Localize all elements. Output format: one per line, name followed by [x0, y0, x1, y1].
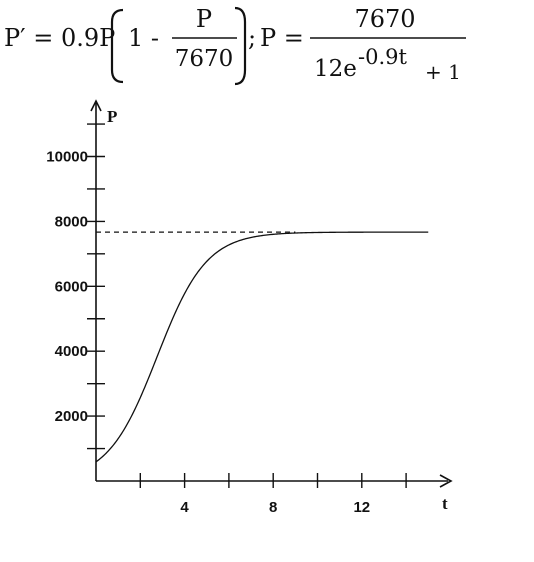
y-axis-label: P [107, 107, 117, 126]
fraction-numerator: P [196, 5, 212, 33]
one-minus: 1 - [128, 24, 159, 52]
x-axis-label: t [442, 494, 448, 513]
rhs-denominator-base: 12e [314, 56, 357, 82]
equation: P′ = 0.9P 1 - P 7670 ; P = 7670 12e -0.9… [4, 5, 466, 86]
semicolon: ; [248, 24, 256, 52]
ticks [87, 123, 407, 488]
rhs-denominator-exponent: -0.9t [358, 45, 407, 69]
y-tick-label: 2000 [55, 408, 88, 425]
x-tick-label: 4 [180, 499, 189, 516]
x-tick-label: 12 [353, 499, 370, 516]
right-paren [234, 6, 247, 86]
left-paren [110, 8, 124, 84]
axes [90, 99, 453, 488]
y-tick-label: 8000 [55, 213, 88, 230]
x-axis-arrow [439, 474, 453, 488]
y-axis-arrow [90, 99, 102, 112]
tick-labels: 2000 4000 6000 8000 10000 4 8 12 [46, 149, 370, 517]
rhs-numerator: 7670 [354, 5, 415, 33]
x-tick-label: 8 [269, 499, 277, 516]
derivative-lhs: P′ = 0.9P [4, 24, 115, 52]
rhs-denominator-tail: + 1 [425, 60, 461, 84]
series-line [95, 231, 429, 463]
p-equals: P = [260, 24, 304, 52]
y-tick-label: 10000 [46, 149, 88, 166]
y-tick-label: 6000 [55, 278, 88, 295]
fraction-denominator: 7670 [175, 46, 234, 72]
y-tick-label: 4000 [55, 343, 88, 360]
